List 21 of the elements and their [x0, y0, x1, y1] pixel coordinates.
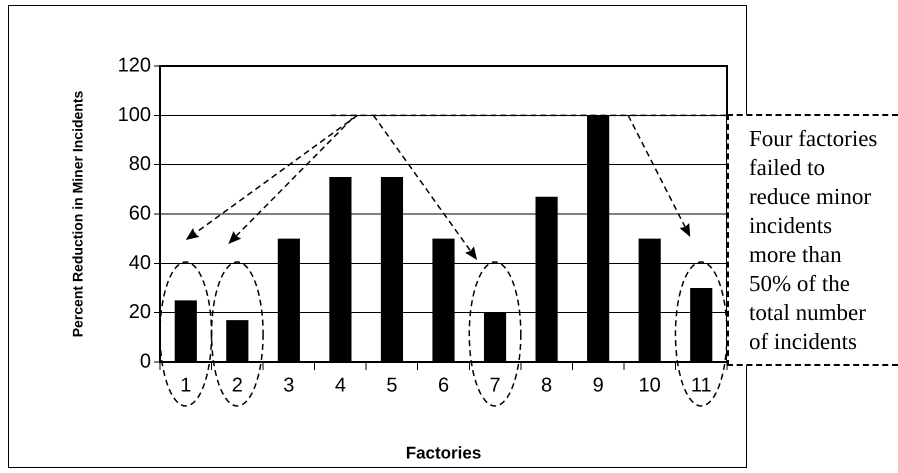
x-tick-label: 4: [334, 374, 346, 397]
y-axis-title: Percent Reduction in Miner Incidents: [69, 90, 86, 338]
x-tick-label: 11: [690, 374, 712, 397]
y-tick-label: 60: [128, 202, 151, 225]
x-tick-label: 6: [438, 374, 450, 397]
y-tick-label: 20: [128, 301, 151, 324]
x-axis-title: Factories: [406, 443, 482, 462]
x-tick-label: 1: [180, 374, 192, 397]
x-tick-label: 7: [489, 374, 501, 397]
y-tick-label: 40: [128, 252, 151, 274]
x-tick-label: 2: [232, 374, 243, 397]
x-tick-label: 5: [386, 374, 398, 397]
y-tick-label: 100: [118, 104, 151, 126]
x-tick-label: 10: [638, 374, 661, 397]
x-tick-label: 9: [592, 374, 604, 397]
y-tick-label: 80: [128, 153, 151, 176]
y-tick-label: 0: [140, 350, 151, 373]
y-tick-label: 120: [118, 54, 151, 77]
text: Four factories failed to reduce minor incidents more than 50% of the total number of incidents: [749, 125, 878, 356]
x-tick-label: 8: [541, 374, 552, 397]
x-tick-label: 3: [283, 374, 294, 397]
